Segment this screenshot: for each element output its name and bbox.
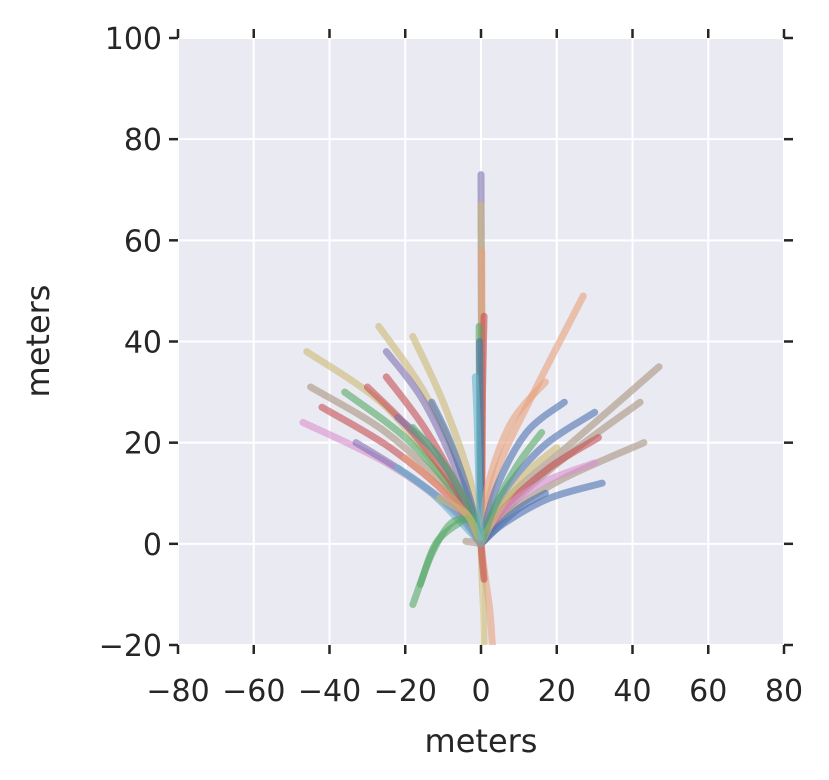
series-layer xyxy=(299,171,663,645)
trajectory-line-19 xyxy=(477,429,546,548)
x-tick-label: −20 xyxy=(374,674,437,709)
x-tick-label: −80 xyxy=(146,674,209,709)
trajectory-line-42 xyxy=(477,540,488,583)
tick-labels: −80 −60 −40 −20 0 20 40 60 80 −20 0 20 40 60 80 100 xyxy=(99,22,803,709)
y-tick-label: 80 xyxy=(124,123,162,158)
y-tick-label: 100 xyxy=(105,22,162,57)
x-tick-label: 0 xyxy=(471,674,490,709)
trajectory-line-43 xyxy=(471,373,485,548)
y-tick-label: 40 xyxy=(124,326,162,361)
x-tick-label: 60 xyxy=(689,674,727,709)
y-tick-label: 0 xyxy=(143,528,162,563)
y-tick-label: −20 xyxy=(99,629,162,664)
y-axis-title: meters xyxy=(19,285,57,398)
x-tick-label: −60 xyxy=(222,674,285,709)
y-tick-label: 20 xyxy=(124,427,162,462)
trajectory-line-8 xyxy=(477,378,549,548)
y-tick-label: 60 xyxy=(124,224,162,259)
x-tick-label: 80 xyxy=(765,674,803,709)
x-tick-label: −40 xyxy=(298,674,361,709)
x-tick-label: 40 xyxy=(613,674,651,709)
trajectory-line-31 xyxy=(394,464,485,548)
x-tick-label: 20 xyxy=(538,674,576,709)
axis-ticks xyxy=(169,29,793,654)
x-axis-title: meters xyxy=(425,722,538,760)
